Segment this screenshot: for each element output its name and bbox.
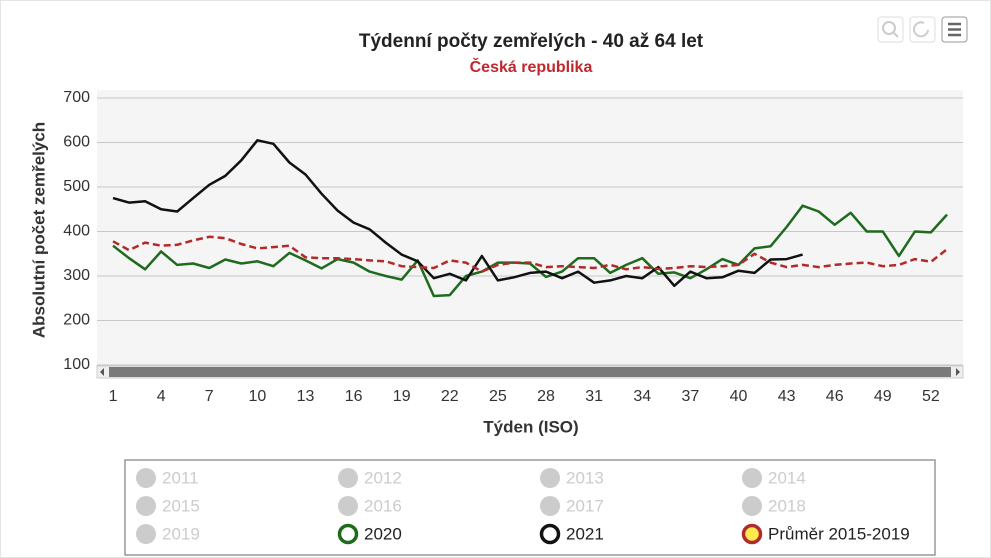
legend-box: [124, 459, 936, 556]
y-tick-label: 100: [63, 356, 90, 373]
zoom-icon: [882, 21, 896, 35]
legend-marker[interactable]: [136, 496, 156, 516]
x-tick-label: 13: [297, 388, 315, 405]
chart-subtitle: Česká republika: [470, 57, 593, 76]
legend-label[interactable]: 2015: [162, 496, 200, 515]
x-tick-label: 25: [489, 388, 507, 405]
legend-marker[interactable]: [338, 496, 358, 516]
y-tick-label: 200: [63, 312, 90, 329]
legend-label[interactable]: 2011: [162, 468, 199, 487]
x-tick-label: 10: [248, 388, 266, 405]
y-tick-label: 300: [63, 267, 90, 284]
toolbar: [877, 16, 968, 43]
zoom-button[interactable]: [877, 16, 904, 43]
legend-marker[interactable]: [742, 496, 762, 516]
x-tick-label: 19: [393, 388, 411, 405]
x-tick-label: 22: [441, 388, 459, 405]
series-line: [112, 139, 803, 288]
x-tick-label: 52: [922, 388, 940, 405]
zoom-icon: [892, 31, 899, 38]
legend-marker[interactable]: [741, 523, 763, 545]
legend-marker[interactable]: [136, 468, 156, 488]
legend-marker[interactable]: [540, 468, 560, 488]
legend-marker[interactable]: [540, 496, 560, 516]
plot: 100 200 300 400 500 600 700 1 4 7 10 13 16 19 22 25 28 31…: [63, 89, 963, 405]
x-tick-label: 34: [633, 388, 651, 405]
y-tick-label: 400: [63, 223, 90, 240]
x-tick-label: 31: [585, 388, 603, 405]
x-tick-label: 7: [205, 388, 214, 405]
legend-marker[interactable]: [539, 523, 561, 545]
x-tick-label: 49: [874, 388, 892, 405]
scrollbar: [96, 365, 964, 379]
y-tick-label: 600: [63, 134, 90, 151]
x-axis-label: Týden (ISO): [483, 417, 578, 436]
x-tick-label: 37: [681, 388, 699, 405]
y-tick-label: 700: [63, 89, 90, 106]
legend-label[interactable]: 2013: [566, 468, 604, 487]
y-axis-label: Absolutní počet zemřelých: [29, 122, 48, 338]
legend-label[interactable]: 2018: [768, 496, 806, 515]
x-tick-label: 4: [157, 388, 166, 405]
legend-label[interactable]: 2020: [364, 524, 402, 543]
plot-background: [97, 90, 963, 365]
x-tick-label: 28: [537, 388, 555, 405]
y-tick-label: 500: [63, 178, 90, 195]
legend: 2011 2012 2013 2014 2015 2016 2017 2018 2019 2020…: [136, 468, 910, 545]
x-tick-label: 43: [778, 388, 796, 405]
legend-label[interactable]: 2017: [566, 496, 604, 515]
reset-icon: [913, 21, 929, 38]
scrollbar-thumb[interactable]: [109, 367, 951, 377]
chart-title: Týdenní počty zemřelých - 40 až 64 let: [359, 31, 704, 52]
x-tick-label: 16: [345, 388, 363, 405]
scroll-right[interactable]: [956, 368, 960, 376]
legend-label[interactable]: 2014: [768, 468, 806, 487]
legend-label[interactable]: 2016: [364, 496, 402, 515]
legend-marker[interactable]: [742, 468, 762, 488]
legend-marker[interactable]: [338, 468, 358, 488]
x-tick-label: 46: [826, 388, 844, 405]
legend-marker[interactable]: [337, 523, 359, 545]
series-line: [112, 235, 948, 273]
x-tick-label: 1: [109, 388, 118, 405]
scroll-left[interactable]: [100, 368, 104, 376]
legend-label[interactable]: 2021: [566, 524, 604, 543]
x-tick-label: 40: [730, 388, 748, 405]
menu-icon: [948, 22, 961, 37]
legend-marker[interactable]: [136, 524, 156, 544]
legend-label[interactable]: Průměr 2015-2019: [768, 524, 910, 543]
legend-label[interactable]: 2019: [162, 524, 200, 543]
legend-label[interactable]: 2012: [364, 468, 402, 487]
